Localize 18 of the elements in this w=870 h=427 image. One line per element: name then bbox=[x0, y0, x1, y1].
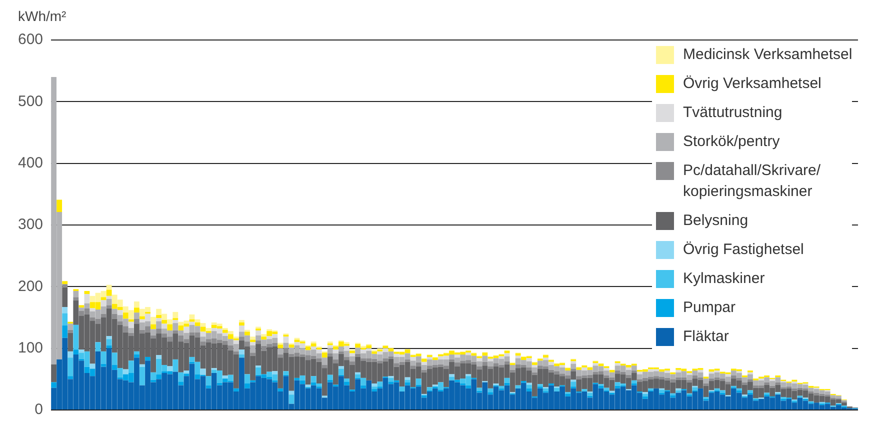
y-tick-label: 300 bbox=[18, 216, 44, 234]
legend-label: Fläktar bbox=[683, 327, 729, 347]
y-tick-label: 400 bbox=[18, 154, 44, 172]
legend-label: Kylmaskiner bbox=[683, 269, 765, 289]
legend-label: Medicinsk Verksamhetsel bbox=[683, 45, 852, 65]
y-axis-title: kWh/m² bbox=[18, 8, 66, 24]
legend-label: Övrig Verksamhetsel bbox=[683, 74, 822, 94]
legend-label: Övrig Fastighetsel bbox=[683, 240, 804, 260]
legend-label: Pumpar bbox=[683, 298, 736, 318]
y-tick-label: 500 bbox=[18, 92, 44, 110]
y-tick-label: 100 bbox=[18, 339, 44, 356]
legend-label: Storkök/pentry bbox=[683, 132, 780, 152]
legend-label: Tvättutrustning bbox=[683, 103, 782, 123]
legend-label: Belysning bbox=[683, 211, 748, 231]
legend-label: Pc/datahall/Skrivare/ kopieringsmaskiner bbox=[683, 161, 821, 202]
y-tick-label: 0 bbox=[34, 401, 44, 418]
y-tick-label: 200 bbox=[18, 278, 44, 295]
y-tick-label: 600 bbox=[18, 31, 44, 48]
